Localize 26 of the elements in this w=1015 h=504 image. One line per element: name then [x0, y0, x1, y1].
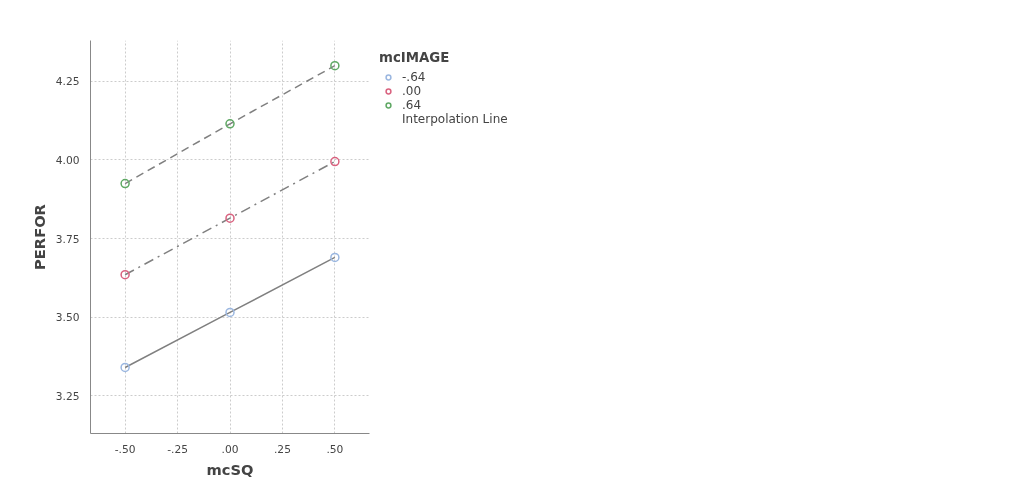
- point: [225, 119, 235, 129]
- point: [330, 60, 340, 71]
- x-tick-label: -.25: [167, 442, 188, 456]
- y-tick-label: 3.75: [55, 232, 80, 246]
- point: [120, 178, 130, 189]
- x-tick-label: .25: [273, 442, 291, 456]
- point: [330, 252, 340, 263]
- point: [120, 362, 130, 373]
- legend-label: .00: [402, 84, 422, 98]
- x-axis-title: mcSQ: [206, 460, 254, 478]
- y-tick-label: 3.50: [55, 311, 80, 325]
- x-tick-label: .50: [326, 442, 344, 456]
- point: [330, 156, 340, 167]
- y-tick-label: 3.25: [55, 389, 80, 403]
- x-tick-label: -.50: [114, 442, 136, 456]
- point: [120, 269, 130, 280]
- y-axis-title: PERFOR: [30, 204, 48, 270]
- legend-label: .64: [402, 98, 422, 112]
- y-tick-label: 4.25: [55, 75, 80, 89]
- y-tick-label: 4.00: [55, 153, 80, 167]
- legend-title: mcIMAGE: [379, 50, 451, 65]
- point: [225, 213, 235, 223]
- point: [225, 307, 235, 318]
- legend-label: -.64: [402, 70, 426, 84]
- x-tick-label: .00: [221, 442, 239, 456]
- text: Interpolation Line: [402, 112, 508, 126]
